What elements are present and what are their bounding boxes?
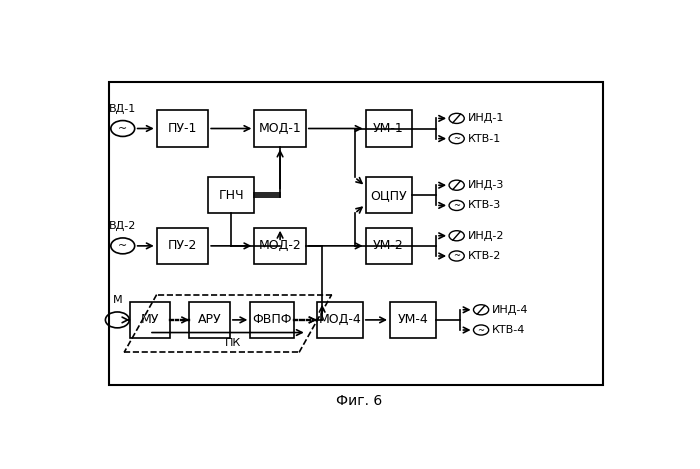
Text: ПУ-1: ПУ-1 xyxy=(168,122,197,135)
Text: МОД-1: МОД-1 xyxy=(259,122,302,135)
FancyBboxPatch shape xyxy=(365,228,412,264)
Text: ПУ-2: ПУ-2 xyxy=(168,239,197,252)
Text: КТВ-4: КТВ-4 xyxy=(492,325,525,335)
Text: ГНЧ: ГНЧ xyxy=(218,189,244,202)
FancyBboxPatch shape xyxy=(390,302,436,338)
Text: ~: ~ xyxy=(453,201,460,210)
Text: ~: ~ xyxy=(118,123,127,134)
Text: КТВ-1: КТВ-1 xyxy=(468,134,500,144)
FancyBboxPatch shape xyxy=(189,302,230,338)
FancyBboxPatch shape xyxy=(254,228,306,264)
Text: МУ: МУ xyxy=(141,313,159,326)
Text: ИНД-1: ИНД-1 xyxy=(468,113,504,123)
FancyBboxPatch shape xyxy=(157,228,208,264)
FancyBboxPatch shape xyxy=(130,302,170,338)
Text: ИНД-2: ИНД-2 xyxy=(468,231,504,241)
Text: ОЦПУ: ОЦПУ xyxy=(370,189,407,202)
FancyBboxPatch shape xyxy=(365,111,412,147)
FancyBboxPatch shape xyxy=(316,302,363,338)
Text: УМ-1: УМ-1 xyxy=(373,122,404,135)
Text: КТВ-2: КТВ-2 xyxy=(468,251,501,261)
Text: АРУ: АРУ xyxy=(197,313,221,326)
Text: ~: ~ xyxy=(118,241,127,251)
FancyBboxPatch shape xyxy=(365,177,412,213)
FancyBboxPatch shape xyxy=(109,82,603,385)
Text: ~: ~ xyxy=(477,325,484,334)
Text: ~: ~ xyxy=(453,251,460,260)
FancyBboxPatch shape xyxy=(251,302,294,338)
Text: ПК: ПК xyxy=(225,338,241,348)
Text: УМ-4: УМ-4 xyxy=(398,313,428,326)
Text: ИНД-4: ИНД-4 xyxy=(492,305,528,315)
Text: Фиг. 6: Фиг. 6 xyxy=(335,394,382,408)
FancyBboxPatch shape xyxy=(254,111,306,147)
Text: КТВ-3: КТВ-3 xyxy=(468,200,500,211)
Text: ВД-2: ВД-2 xyxy=(109,221,136,231)
Text: ~: ~ xyxy=(453,134,460,143)
Text: МОД-2: МОД-2 xyxy=(259,239,302,252)
Text: МОД-4: МОД-4 xyxy=(318,313,361,326)
FancyBboxPatch shape xyxy=(208,177,254,213)
Text: М: М xyxy=(113,295,122,305)
Text: УМ-2: УМ-2 xyxy=(373,239,404,252)
FancyBboxPatch shape xyxy=(157,111,208,147)
Text: ФВПФ: ФВПФ xyxy=(252,313,292,326)
Text: ВД-1: ВД-1 xyxy=(109,104,136,113)
Text: ИНД-3: ИНД-3 xyxy=(468,180,504,190)
